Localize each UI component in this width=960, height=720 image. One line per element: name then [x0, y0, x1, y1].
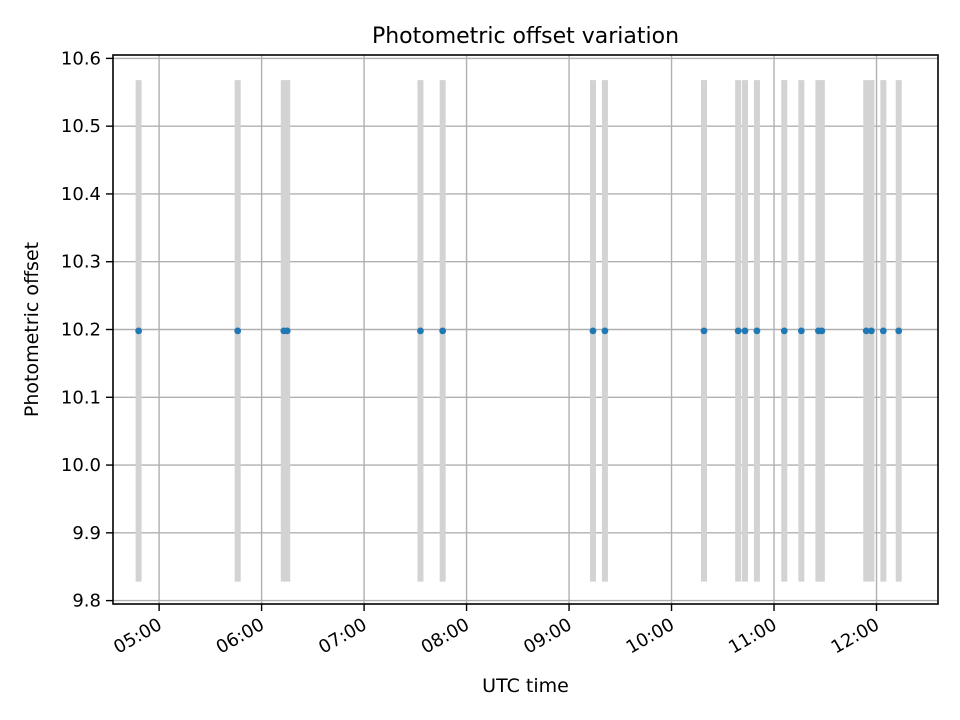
y-tick-label: 10.5: [61, 116, 101, 137]
data-point: [439, 327, 447, 335]
data-point: [135, 327, 143, 335]
data-point: [741, 327, 749, 335]
y-tick-label: 10.1: [61, 387, 101, 408]
data-points: [135, 327, 903, 335]
y-tick-label: 9.8: [72, 591, 101, 612]
y-tick-label: 10.6: [61, 48, 101, 69]
data-point: [700, 327, 708, 335]
data-point: [753, 327, 761, 335]
data-point: [589, 327, 597, 335]
data-point: [734, 327, 742, 335]
y-tick-label: 10.4: [61, 184, 101, 205]
y-tick-label: 10.0: [61, 455, 101, 476]
data-point: [818, 327, 826, 335]
data-point: [797, 327, 805, 335]
y-tick-label: 9.9: [72, 523, 101, 544]
data-point: [879, 327, 887, 335]
data-point: [867, 327, 875, 335]
data-point: [862, 327, 870, 335]
y-axis-label: Photometric offset: [21, 242, 43, 417]
chart-title: Photometric offset variation: [372, 24, 679, 49]
data-point: [780, 327, 788, 335]
data-point: [234, 327, 242, 335]
y-tick-label: 10.2: [61, 320, 101, 341]
x-axis-label: UTC time: [482, 675, 569, 697]
data-point: [601, 327, 609, 335]
data-point: [895, 327, 903, 335]
y-tick-label: 10.3: [61, 252, 101, 273]
data-point: [283, 327, 291, 335]
data-point: [417, 327, 424, 335]
